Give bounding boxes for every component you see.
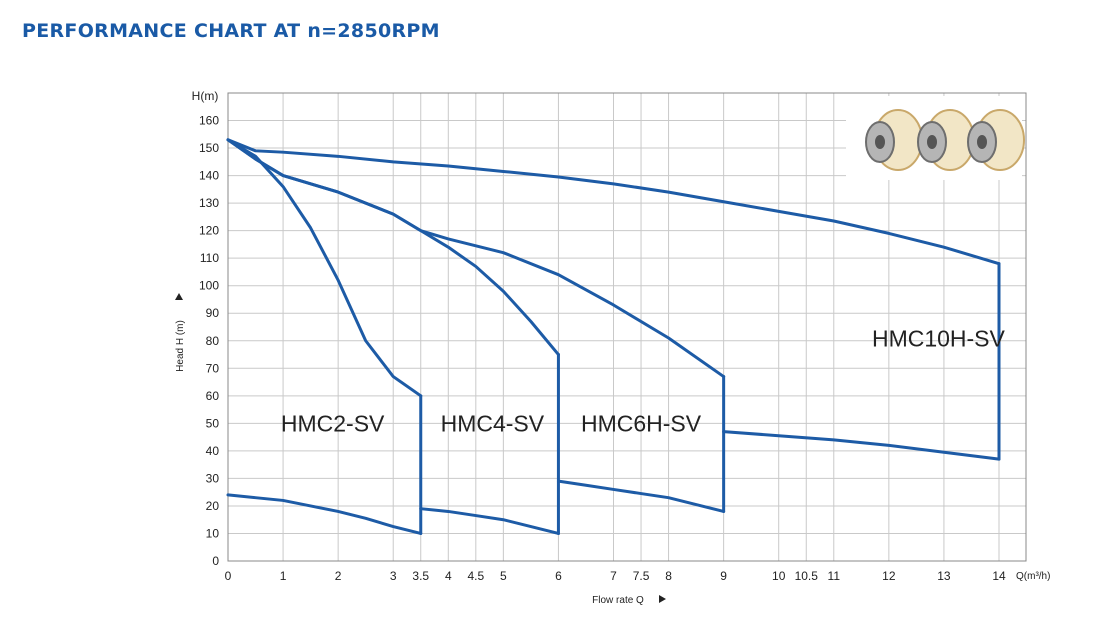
min-curve-hmc6h-sv (556, 479, 726, 513)
max-curve-hmc2-sv (226, 138, 423, 398)
y-tick-label: 10 (206, 526, 220, 540)
y-tick-label: 100 (199, 279, 219, 293)
x-tick-label: 5 (500, 569, 507, 583)
y-tick-label: 80 (206, 334, 220, 348)
y-tick-label: 60 (206, 389, 220, 403)
x-tick-label: 6 (555, 569, 562, 583)
region-label-hmc10h-sv: HMC10H-SV (872, 325, 1006, 351)
x-tick-label: 14 (992, 569, 1006, 583)
region-labels: HMC2-SV HMC4-SV HMC6H-SV HMC10H-SV (281, 325, 1006, 436)
y-tick-label: 160 (199, 114, 219, 128)
y-tick-label: 20 (206, 499, 220, 513)
x-tick-label: 2 (335, 569, 342, 583)
x-tick-label: 13 (937, 569, 951, 583)
y-tick-label: 150 (199, 141, 219, 155)
x-tick-label: 7 (610, 569, 617, 583)
x-tick-label: 11 (828, 569, 841, 583)
plot-frame (227, 92, 1027, 562)
max-curve-hmc10h-sv (226, 138, 1001, 266)
min-curve-hmc2-sv (226, 493, 423, 535)
y-tick-label: 50 (206, 416, 220, 430)
grid (227, 93, 1026, 562)
min-curve-hmc4-sv (419, 507, 560, 535)
x-tick-label: 9 (720, 569, 727, 583)
x-axis-title: Flow rate Q (592, 595, 644, 606)
plot-border (227, 92, 1027, 562)
y-axis-unit: H(m) (192, 89, 219, 103)
x-tick-label: 3 (390, 569, 397, 583)
x-axis-arrow-icon (659, 595, 666, 603)
y-tick-label: 130 (199, 196, 219, 210)
impeller-hub (927, 135, 937, 149)
impeller-image (846, 96, 1025, 180)
impeller-hub (977, 135, 987, 149)
y-tick-label: 30 (206, 471, 220, 485)
x-tick-label: 10 (772, 569, 786, 583)
y-axis-arrow-icon (175, 293, 183, 300)
x-tick-label: 10.5 (795, 569, 819, 583)
impeller-hub (875, 135, 885, 149)
max-curve-hmc6h-sv (226, 138, 726, 379)
x-tick-label: 8 (665, 569, 672, 583)
region-label-hmc6h-sv: HMC6H-SV (581, 411, 702, 437)
y-tick-label: 120 (199, 224, 219, 238)
y-tick-label: 0 (212, 554, 219, 568)
x-tick-label: 0 (225, 569, 232, 583)
y-tick-label: 140 (199, 169, 219, 183)
y-tick-labels: 0 10 20 30 40 50 60 70 80 90 100 110 120 130 140 150 160 (199, 114, 219, 568)
y-tick-label: 110 (200, 251, 219, 265)
region-label-hmc4-sv: HMC4-SV (441, 411, 545, 437)
x-tick-label: 1 (280, 569, 287, 583)
x-tick-label: 3.5 (412, 569, 429, 583)
x-tick-label: 12 (882, 569, 896, 583)
chart-title: PERFORMANCE CHART AT n=2850RPM (22, 20, 440, 42)
y-axis-title: Head H (m) (175, 320, 186, 372)
min-curve-hmc10h-sv (722, 430, 1001, 461)
y-tick-label: 90 (206, 306, 220, 320)
x-tick-labels: 0 1 2 3 3.5 4 4.5 5 6 7 7.5 8 9 10 10.5 11 12 13 14 (225, 569, 1006, 583)
y-tick-label: 40 (206, 444, 220, 458)
x-tick-label: 4 (445, 569, 452, 583)
x-tick-label: 7.5 (633, 569, 650, 583)
x-axis-unit: Q(m³/h) (1016, 571, 1050, 582)
y-tick-label: 70 (206, 361, 220, 375)
x-tick-label: 4.5 (467, 569, 484, 583)
curves (226, 138, 1001, 535)
region-label-hmc2-sv: HMC2-SV (281, 411, 385, 437)
